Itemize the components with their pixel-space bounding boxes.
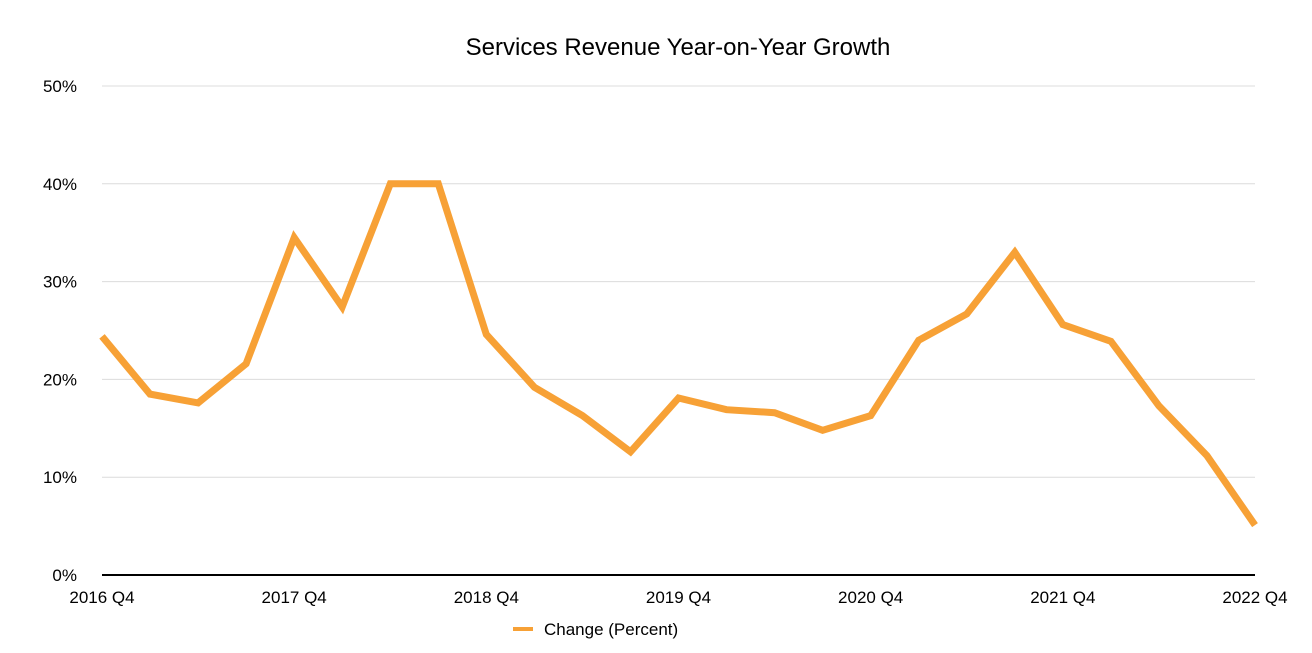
x-tick-label: 2018 Q4 bbox=[454, 588, 519, 607]
x-tick-label: 2019 Q4 bbox=[646, 588, 711, 607]
y-tick-label: 30% bbox=[43, 273, 77, 292]
y-axis-labels: 0% 10% 20% 30% 40% 50% bbox=[43, 77, 77, 585]
legend: Change (Percent) bbox=[513, 620, 678, 639]
series-line bbox=[99, 180, 1258, 528]
y-tick-label: 40% bbox=[43, 175, 77, 194]
y-tick-label: 10% bbox=[43, 468, 77, 487]
grid bbox=[102, 85, 1255, 478]
y-tick-label: 0% bbox=[52, 566, 77, 585]
y-tick-label: 50% bbox=[43, 77, 77, 96]
x-tick-label: 2020 Q4 bbox=[838, 588, 903, 607]
x-tick-label: 2021 Q4 bbox=[1030, 588, 1095, 607]
x-axis-labels: 2016 Q4 2017 Q4 2018 Q4 2019 Q4 2020 Q4 2021 … bbox=[69, 588, 1287, 607]
x-tick-label: 2016 Q4 bbox=[69, 588, 134, 607]
legend-label: Change (Percent) bbox=[544, 620, 678, 639]
x-tick-label: 2022 Q4 bbox=[1222, 588, 1287, 607]
series bbox=[99, 180, 1258, 528]
y-tick-label: 20% bbox=[43, 370, 77, 389]
chart-title: Services Revenue Year-on-Year Growth bbox=[466, 34, 891, 61]
x-tick-label: 2017 Q4 bbox=[262, 588, 327, 607]
